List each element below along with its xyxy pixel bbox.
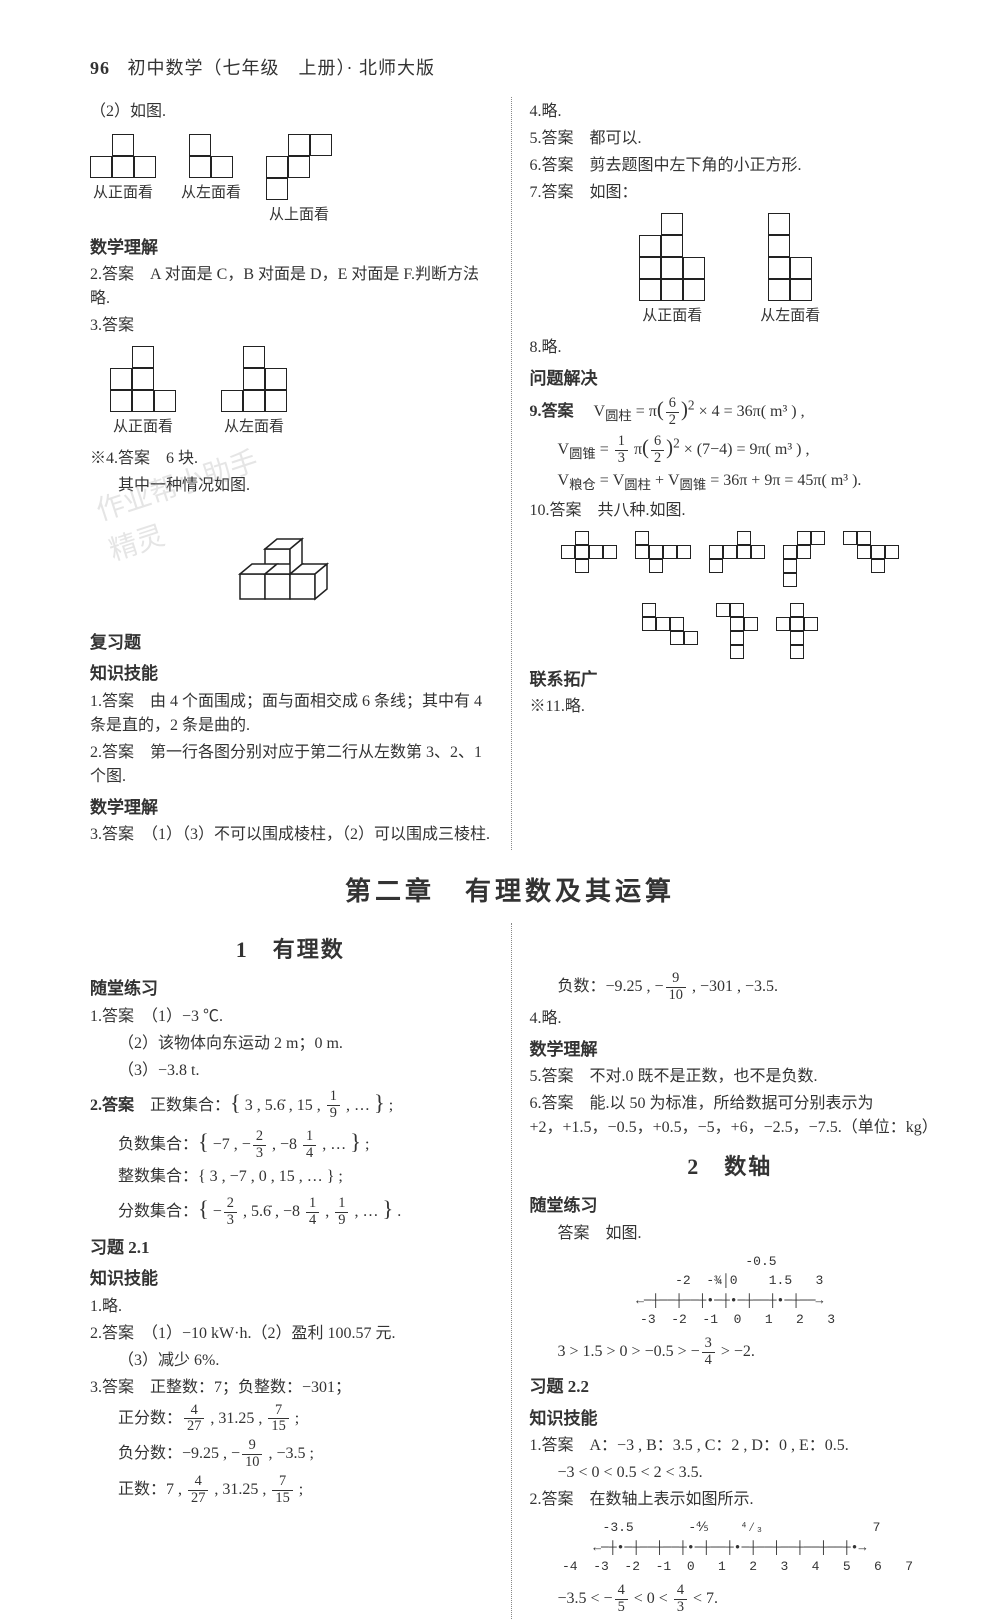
r-a9: 9.答案 V圆柱 = π(62)2 × 4 = 36π( m³ ) , <box>530 394 931 429</box>
rb-k1b: −3 < 0 < 0.5 < 2 < 3.5. <box>530 1461 931 1485</box>
rb-ex: 随堂练习 <box>530 1193 931 1219</box>
left-view-2: 从左面看 <box>221 346 287 439</box>
ineq2: −3.5 < −45 < 0 < 43 < 7. <box>530 1583 931 1616</box>
ks: 知识技能 <box>90 1266 491 1292</box>
three-view-row: 从正面看 从左面看 从上面看 <box>90 134 491 227</box>
review-3: 3.答案 （1）（3）不可以围成棱柱，（2）可以围成三棱柱. <box>90 823 491 847</box>
ineq1: 3 > 1.5 > 0 > −0.5 > −34 > −2. <box>530 1336 931 1369</box>
chapter-title: 第二章 有理数及其运算 <box>90 872 930 911</box>
rb-k2: 2.答案 在数轴上表示如图所示. <box>530 1488 931 1512</box>
review-1: 1.答案 由 4 个面围成；面与面相交成 6 条线；其中有 4 条是直的，2 条… <box>90 690 491 738</box>
r-a4: 4.略. <box>530 100 931 124</box>
r-left: 从左面看 <box>760 213 820 328</box>
review-head: 复习题 <box>90 630 491 656</box>
r-a10: 10.答案 共八种.如图. <box>530 499 931 523</box>
k3: 3.答案 正整数：7；负整数：−301； <box>90 1376 491 1400</box>
left-caption: 从左面看 <box>181 182 241 205</box>
k2b: （3）减少 6%. <box>90 1349 491 1373</box>
top-caption: 从上面看 <box>269 204 329 227</box>
r-a7: 7.答案 如图： <box>530 181 931 205</box>
review-2: 2.答案 第一行各图分别对应于第二行从左数第 3、2、1 个图. <box>90 741 491 789</box>
eight-nets <box>530 531 931 659</box>
rb-ks: 知识技能 <box>530 1406 931 1432</box>
bot-left-col: 1 有理数 随堂练习 1.答案 （1）−3 ℃. （2）该物体向东运动 2 m；… <box>90 923 491 1619</box>
top-section: （2）如图. 从正面看 从左面看 <box>90 97 930 850</box>
front-view: 从正面看 <box>90 134 156 227</box>
r-front-cap: 从正面看 <box>642 305 702 328</box>
bottom-section: 1 有理数 随堂练习 1.答案 （1）−3 ℃. （2）该物体向东运动 2 m；… <box>90 923 930 1619</box>
ans-3: 3.答案 <box>90 314 491 338</box>
r-a6: 6.答案 剪去题图中左下角的小正方形. <box>530 154 931 178</box>
e2c: 整数集合：{ 3 , −7 , 0 , 15 , … } ; <box>90 1165 491 1189</box>
classex-head: 随堂练习 <box>90 976 491 1002</box>
sec2-title: 2 数轴 <box>530 1150 931 1183</box>
e1c: （3）−3.8 t. <box>90 1059 491 1083</box>
r-a9-l2: V圆锥 = 13 π(62)2 × (7−4) = 9π( m³ ) , <box>530 432 931 467</box>
r-a8: 8.略. <box>530 336 931 360</box>
sec1-title: 1 有理数 <box>90 933 491 966</box>
bot-right-col: 负数：−9.25 , −910 , −301 , −3.5. 4.略. 数学理解… <box>511 923 931 1619</box>
e2d: 分数集合：{ −23 , 5.6̇ , −8 14 , 19 , … } . <box>90 1192 491 1229</box>
e2b: 负数集合：{ −7 , −23 , −8 14 , … } ; <box>90 1125 491 1162</box>
e2: 2.答案 正数集合：{ 3 , 5.6̇ , 15 , 19 , … } ; <box>90 1086 491 1123</box>
e1b: （2）该物体向东运动 2 m；0 m. <box>90 1032 491 1056</box>
cube-3d-diagram <box>210 504 370 624</box>
numberline-1: -0.5 -2 -¾│0 1.5 3 ←─┼──┼──┼•─┼•─┼──┼•─┼… <box>530 1252 931 1330</box>
r-a9-l3: V粮仓 = V圆柱 + V圆锥 = 36π + 9π = 45π( m³ ). <box>530 469 931 495</box>
h21: 习题 2.1 <box>90 1235 491 1261</box>
left-cap-2: 从左面看 <box>224 416 284 439</box>
front-view-2: 从正面看 <box>110 346 176 439</box>
a9-label: 9.答案 <box>530 403 574 420</box>
ans-2: 2.答案 A 对面是 C，B 对面是 D，E 对面是 F.判断方法略. <box>90 263 491 311</box>
r-front: 从正面看 <box>639 213 705 328</box>
front-cap-2: 从正面看 <box>113 416 173 439</box>
q2-intro: （2）如图. <box>90 100 491 124</box>
ans-4: ※4.答案 6 块. <box>90 447 491 471</box>
rb-a6: 6.答案 能.以 50 为标准，所给数据可分别表示为 +2，+1.5，−0.5，… <box>530 1092 931 1140</box>
k1: 1.略. <box>90 1295 491 1319</box>
left-view: 从左面看 <box>181 134 241 227</box>
r-a5: 5.答案 都可以. <box>530 127 931 151</box>
page-header: 96 初中数学（七年级 上册）· 北师大版 <box>90 55 930 82</box>
rb-a4: 4.略. <box>530 1007 931 1031</box>
front-caption: 从正面看 <box>93 182 153 205</box>
numberline-2: -3.5 -⅘ ⁴⁄₃ 7 ←─┼•─┼──┼──┼•─┼──┼•─┼──┼──… <box>530 1518 931 1577</box>
r-views: 从正面看 从左面看 <box>530 213 931 328</box>
page-number: 96 <box>90 58 110 78</box>
r-a11: ※11.略. <box>530 695 931 719</box>
e1: 1.答案 （1）−3 ℃. <box>90 1005 491 1029</box>
header-text: 初中数学（七年级 上册）· 北师大版 <box>128 58 436 78</box>
k2: 2.答案 （1）−10 kW·h.（2）盈利 100.57 元. <box>90 1322 491 1346</box>
extend-head: 联系拓广 <box>530 667 931 693</box>
top-right-col: 4.略. 5.答案 都可以. 6.答案 剪去题图中左下角的小正方形. 7.答案 … <box>511 97 931 850</box>
ans-4b: 其中一种情况如图. <box>90 474 491 498</box>
rb-mh: 数学理解 <box>530 1037 931 1063</box>
rb-k1: 1.答案 A：−3 , B：3.5 , C：2 , D：0 , E：0.5. <box>530 1434 931 1458</box>
k3d: 正数：7 , 427 , 31.25 , 715 ; <box>90 1474 491 1507</box>
h22: 习题 2.2 <box>530 1374 931 1400</box>
rb-a5: 5.答案 不对.0 既不是正数，也不是负数. <box>530 1065 931 1089</box>
r-left-cap: 从左面看 <box>760 305 820 328</box>
neg-list: 负数：−9.25 , −910 , −301 , −3.5. <box>530 971 931 1004</box>
k3c: 负分数：−9.25 , −910 , −3.5 ; <box>90 1438 491 1471</box>
top-left-col: （2）如图. 从正面看 从左面看 <box>90 97 491 850</box>
math-understand-head: 数学理解 <box>90 235 491 261</box>
knowskill-head: 知识技能 <box>90 661 491 687</box>
three-view-row-2: 从正面看 从左面看 <box>90 346 491 439</box>
rb-ans: 答案 如图. <box>530 1222 931 1246</box>
problem-solve: 问题解决 <box>530 366 931 392</box>
math-understand-2: 数学理解 <box>90 795 491 821</box>
top-view: 从上面看 <box>266 134 332 227</box>
k3b: 正分数：427 , 31.25 , 715 ; <box>90 1403 491 1436</box>
